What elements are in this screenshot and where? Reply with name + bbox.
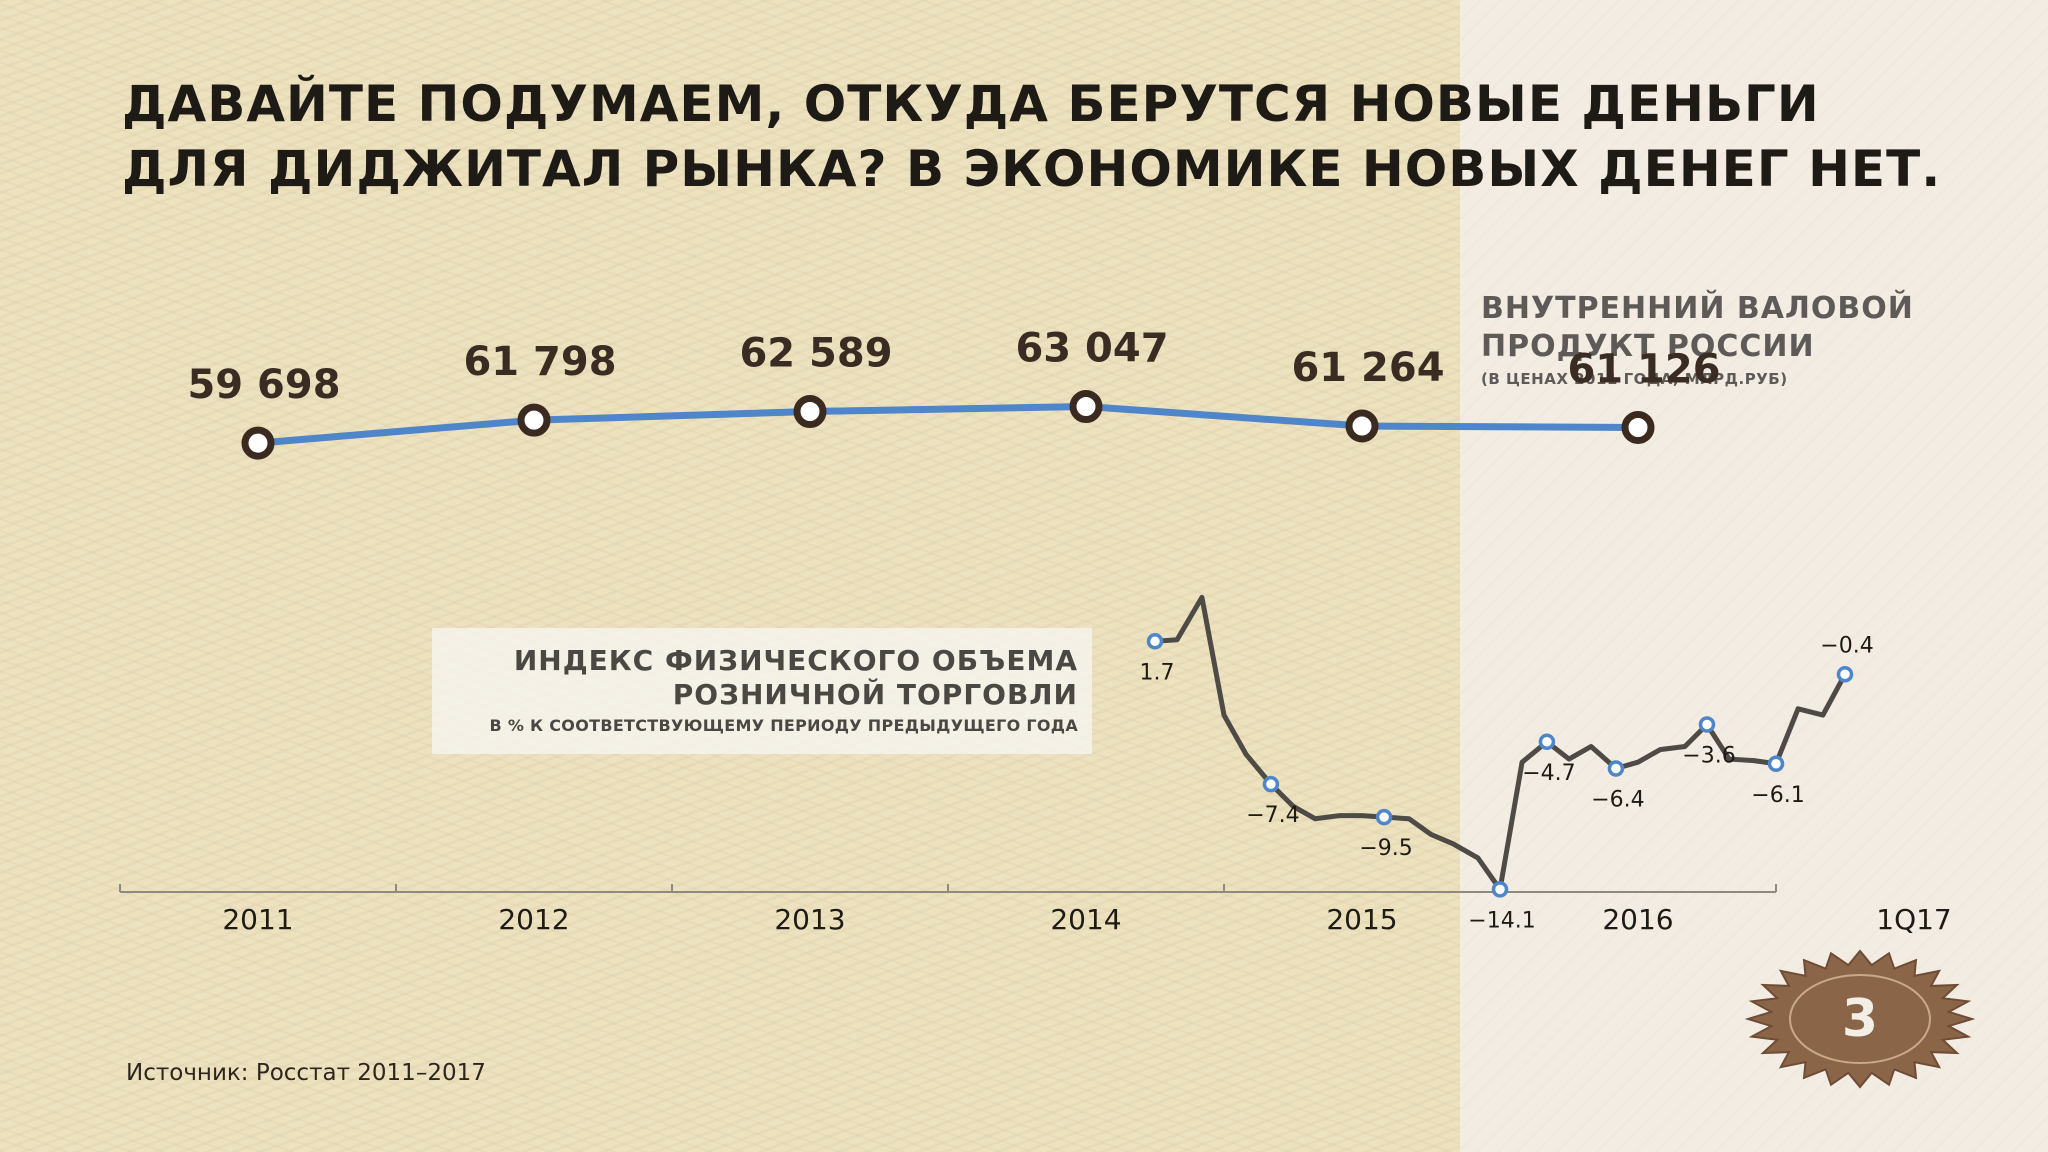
gdp-title-line-2: ПРОДУКТ РОССИИ	[1481, 329, 1815, 364]
gdp-point-2012	[517, 403, 551, 437]
retail-value-label: −14.1	[1468, 908, 1535, 933]
retail-chart-title: ИНДЕКС ФИЗИЧЕСКОГО ОБЪЕМА РОЗНИЧНОЙ ТОРГ…	[489, 644, 1078, 740]
gdp-value-label-2015: 61 264	[1291, 345, 1444, 391]
rosette-icon	[1744, 949, 1976, 1089]
gdp-chart-title: ВНУТРЕННИЙ ВАЛОВОЙ ПРОДУКТ РОССИИ (В ЦЕН…	[1481, 290, 1914, 392]
gdp-point-2015	[1345, 409, 1379, 443]
gdp-point-2014	[1069, 390, 1103, 424]
retail-value-label: −7.4	[1246, 803, 1299, 828]
gdp-value-label-2011: 59 698	[187, 362, 340, 408]
retail-point	[1767, 755, 1785, 773]
retail-title-line-1: ИНДЕКС ФИЗИЧЕСКОГО ОБЪЕМА	[513, 644, 1078, 677]
gdp-subtitle: (В ЦЕНАХ 2011 ГОДА, МЛРД.РУБ)	[1481, 370, 1788, 388]
x-tick-label-2015: 2015	[1326, 903, 1397, 936]
gdp-value-label-2012: 61 798	[463, 339, 616, 385]
retail-value-label: −0.4	[1820, 633, 1873, 658]
retail-value-label: −6.1	[1751, 783, 1804, 808]
retail-title-line-2: РОЗНИЧНОЙ ТОРГОВЛИ	[672, 678, 1078, 711]
retail-point	[1607, 760, 1625, 777]
page-title-line-1: ДАВАЙТЕ ПОДУМАЕМ, ОТКУДА БЕРУТСЯ НОВЫЕ Д…	[122, 75, 1820, 133]
page-title-line-2: ДЛЯ ДИДЖИТАЛ РЫНКА? В ЭКОНОМИКЕ НОВЫХ ДЕ…	[122, 140, 1942, 198]
retail-point	[1375, 808, 1393, 826]
retail-point	[1146, 633, 1164, 650]
gdp-title-line-1: ВНУТРЕННИЙ ВАЛОВОЙ	[1481, 291, 1914, 326]
x-tick-label-2011: 2011	[222, 903, 293, 936]
rosette-shape	[1744, 949, 1976, 1089]
retail-point	[1491, 881, 1509, 898]
page-number: 3	[1841, 989, 1879, 1049]
x-tick-label-1Q17: 1Q17	[1876, 903, 1951, 936]
page-number-badge: 3	[1744, 948, 1976, 1090]
gdp-value-label-2013: 62 589	[739, 331, 892, 377]
x-tick-label-2014: 2014	[1050, 903, 1121, 936]
gdp-point-2013	[793, 395, 827, 429]
rosette-inner-ring	[1789, 974, 1931, 1064]
gdp-point-2011	[241, 426, 275, 460]
retail-value-label: −6.4	[1591, 787, 1644, 812]
x-tick-label-2016: 2016	[1602, 903, 1673, 936]
gdp-point-2016	[1621, 411, 1655, 445]
gdp-value-label-2014: 63 047	[1015, 326, 1168, 372]
retail-series-line	[1154, 594, 1848, 892]
retail-point	[1262, 775, 1280, 793]
retail-value-label: 1.7	[1140, 660, 1175, 685]
gdp-series-line	[257, 403, 1639, 447]
retail-point	[1698, 716, 1716, 733]
retail-point	[1836, 666, 1854, 683]
retail-value-label: −4.7	[1522, 761, 1575, 786]
retail-value-label: −3.6	[1682, 744, 1735, 769]
x-tick-label-2012: 2012	[498, 903, 569, 936]
background-left-panel	[0, 0, 1460, 1152]
x-tick-label-2013: 2013	[774, 903, 845, 936]
source-note: Источник: Росстат 2011–2017	[126, 1060, 486, 1086]
retail-legend-box: ИНДЕКС ФИЗИЧЕСКОГО ОБЪЕМА РОЗНИЧНОЙ ТОРГ…	[432, 628, 1092, 754]
retail-point	[1538, 733, 1556, 751]
page-title: ДАВАЙТЕ ПОДУМАЕМ, ОТКУДА БЕРУТСЯ НОВЫЕ Д…	[122, 72, 2002, 202]
retail-value-label: −9.5	[1359, 836, 1412, 861]
retail-subtitle: В % К СООТВЕТСТВУЮЩЕМУ ПЕРИОДУ ПРЕДЫДУЩЕ…	[489, 716, 1078, 735]
gdp-value-label-2016: 61 126	[1567, 347, 1720, 393]
background-right-panel	[1460, 0, 2048, 1152]
